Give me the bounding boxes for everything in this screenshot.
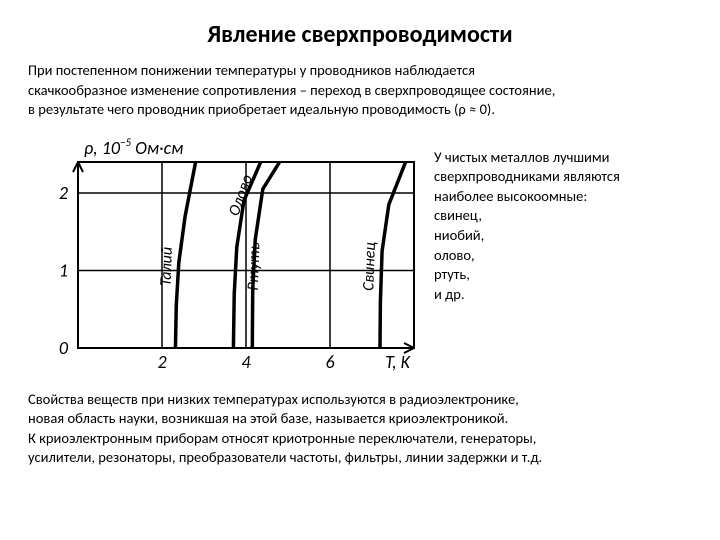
- xtick-label: 6: [325, 351, 334, 373]
- footer-line: усилители, резонаторы, преобразователи ч…: [28, 448, 542, 466]
- ytick-label: 1: [59, 259, 68, 281]
- footer-line: новая область науки, возникшая на этой б…: [28, 409, 508, 427]
- side-line: олово,: [434, 246, 475, 264]
- side-line: и др.: [434, 285, 465, 303]
- ytick-label: 2: [59, 182, 68, 204]
- side-line: У чистых металлов лучшими: [434, 148, 610, 166]
- y-axis-label: ρ, 10−5 Ом·см: [84, 136, 183, 159]
- intro-line: в результате чего проводник приобретает …: [28, 100, 495, 118]
- intro-line: скачкообразное изменение сопротивления –…: [28, 81, 555, 99]
- side-line: сверхпроводниками являются: [434, 167, 620, 185]
- side-text: У чистых металлов лучшими сверхпроводник…: [434, 134, 620, 305]
- intro-line: При постепенном понижении температуры у …: [28, 61, 475, 79]
- side-line: наиболее высокоомные:: [434, 187, 587, 205]
- xtick-label: 4: [241, 351, 251, 373]
- xtick-label: 2: [157, 351, 166, 373]
- x-axis-label: T, K: [385, 351, 411, 373]
- footer-line: Свойства веществ при низких температурах…: [28, 390, 519, 408]
- intro-paragraph: При постепенном понижении температуры у …: [28, 61, 692, 120]
- curve-label: Свинец: [359, 241, 380, 291]
- side-line: ниобий,: [434, 226, 484, 244]
- footer-paragraph: Свойства веществ при низких температурах…: [28, 390, 692, 468]
- side-line: свинец,: [434, 206, 482, 224]
- curve-label: Ртуть: [244, 241, 265, 290]
- page-title: Явление сверхпроводимости: [28, 20, 692, 49]
- ytick-label: 0: [59, 337, 69, 359]
- footer-line: К криоэлектронным приборам относят криот…: [28, 429, 536, 447]
- side-line: ртуть,: [434, 265, 470, 283]
- resistivity-chart: 012246ρ, 10−5 Ом·смT, KТалийОловоРтутьСв…: [28, 134, 420, 374]
- curve-label: Талий: [157, 246, 177, 286]
